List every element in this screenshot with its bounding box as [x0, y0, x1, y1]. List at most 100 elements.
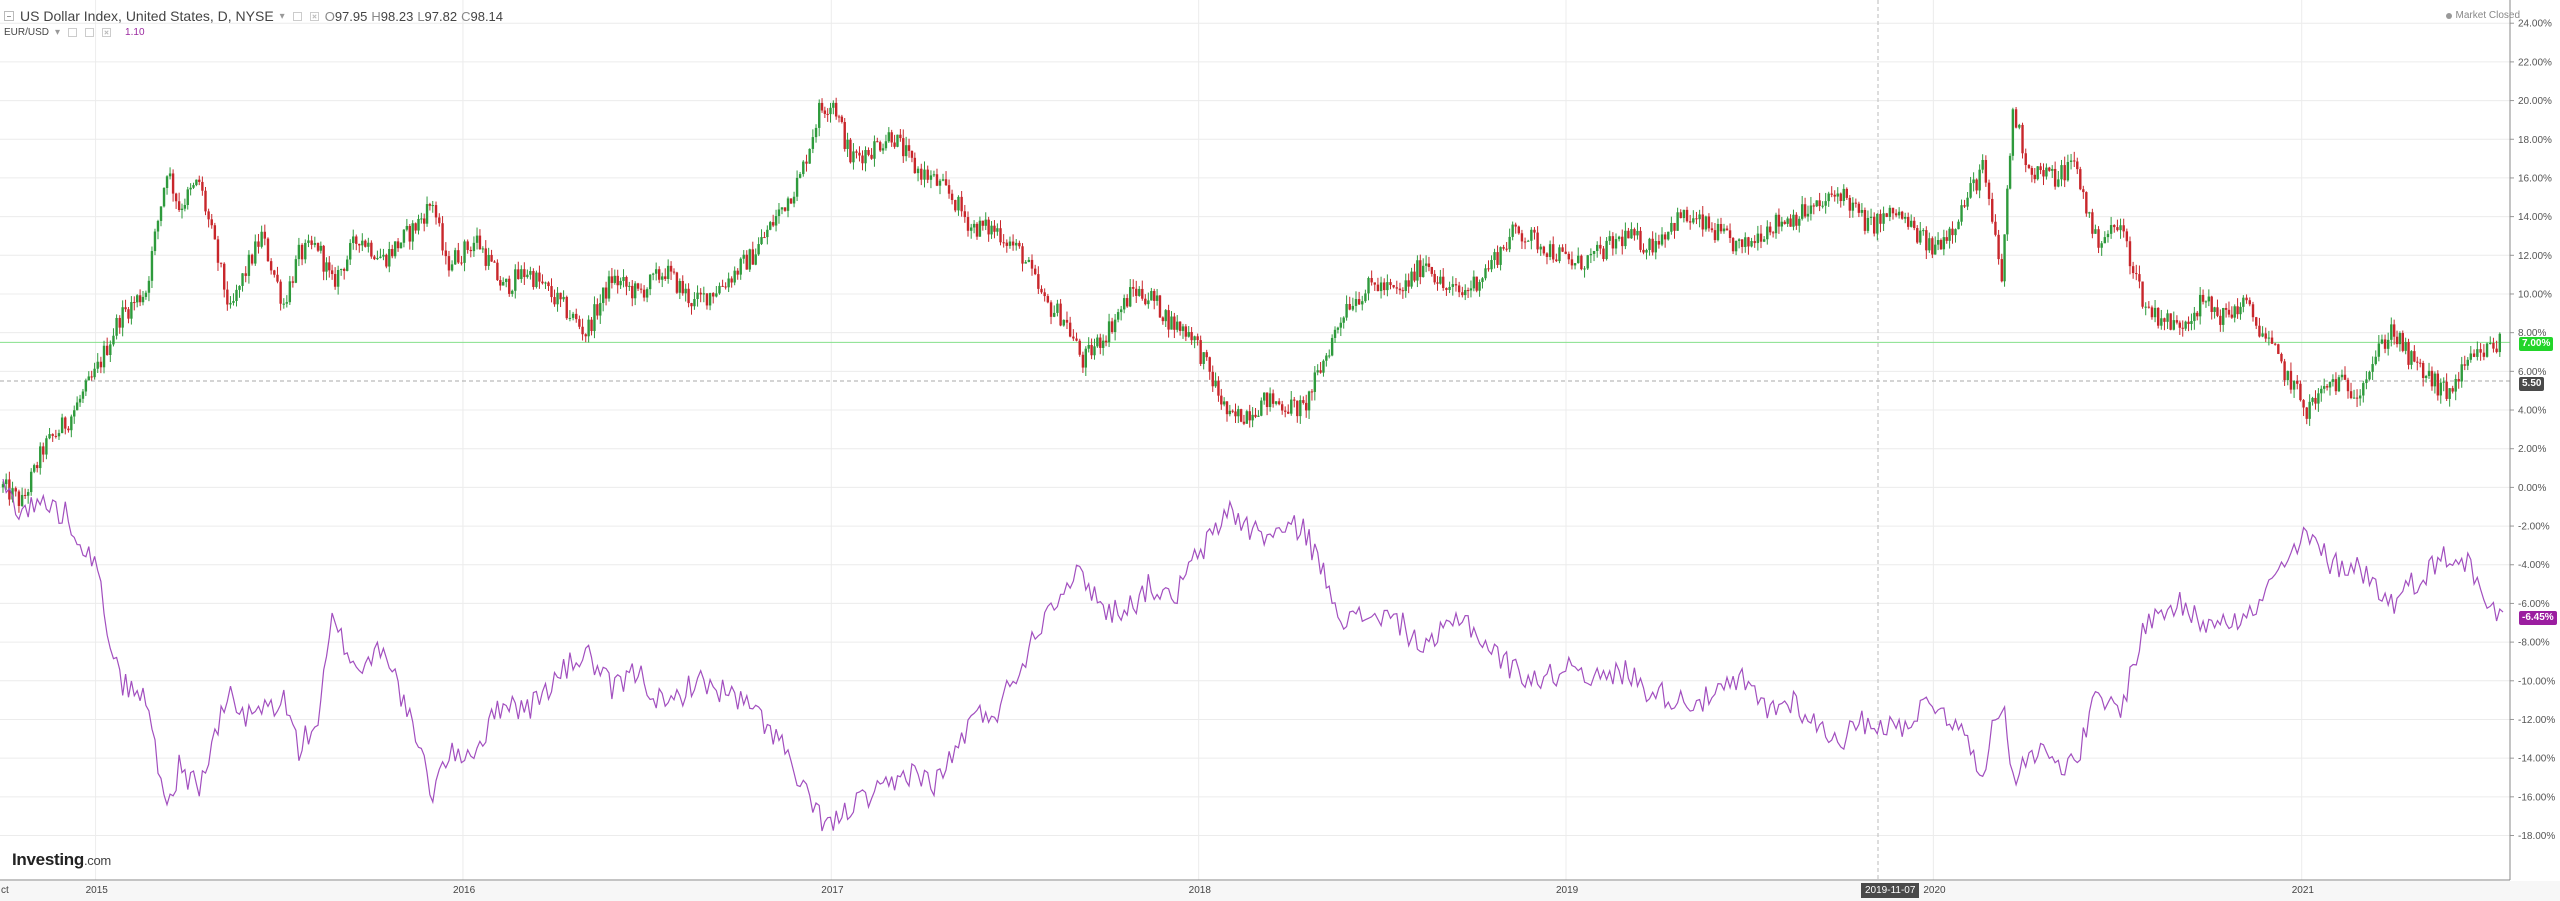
dxy-candle — [1225, 401, 1229, 422]
candle-body — [1299, 400, 1302, 417]
dxy-candle — [1624, 222, 1627, 250]
dxy-candle — [1922, 228, 1925, 236]
candle-body — [642, 289, 646, 298]
dxy-candle — [2498, 332, 2502, 357]
candle-body — [1586, 255, 1589, 269]
dxy-candle — [881, 143, 885, 155]
candle-body — [2472, 353, 2476, 357]
candle-body — [664, 276, 667, 279]
settings-square-icon[interactable] — [292, 11, 302, 21]
candle-body — [1701, 214, 1704, 230]
candle-body — [1605, 240, 1608, 260]
candle-body — [1928, 238, 1931, 251]
dxy-candle — [622, 269, 625, 288]
candle-body — [1508, 236, 1511, 250]
candle-body — [705, 293, 709, 306]
dxy-candle — [2060, 159, 2063, 187]
dxy-candle — [285, 295, 289, 308]
candle-body — [2109, 225, 2113, 234]
dxy-candle — [1903, 212, 1907, 224]
dxy-candle — [1442, 268, 1445, 291]
dxy-candle — [2008, 153, 2012, 190]
candle-body — [1293, 399, 1296, 401]
chevron-down-icon[interactable]: ▾ — [279, 10, 285, 22]
high-label: H — [371, 8, 381, 24]
candle-body — [2213, 307, 2216, 312]
dxy-candle — [666, 259, 670, 284]
dxy-candle — [820, 98, 824, 113]
candle-body — [1511, 224, 1514, 237]
dxy-candle — [417, 214, 420, 235]
candle-body — [1457, 285, 1461, 293]
dxy-candle — [1339, 317, 1343, 337]
candle-body — [2006, 188, 2009, 235]
dxy-candle — [654, 262, 658, 281]
candle-body — [1879, 213, 1882, 224]
candle-body — [195, 179, 198, 186]
dxy-candle — [2210, 295, 2213, 320]
dxy-candle — [2166, 309, 2169, 329]
candle-body — [297, 244, 301, 260]
dxy-candle — [14, 486, 17, 497]
candle-body — [1894, 213, 1898, 216]
candle-body — [1208, 357, 1211, 372]
candle-body — [601, 287, 605, 303]
dxy-candle — [1293, 396, 1296, 408]
candle-body — [1942, 237, 1946, 250]
candle-body — [2264, 333, 2267, 339]
dxy-candle — [1024, 260, 1027, 264]
candle-body — [1936, 240, 1940, 245]
dxy-candle — [2445, 373, 2448, 401]
dxy-candle — [1987, 179, 1991, 206]
overlay-legend: EUR/USD ▾ 1.10 — [4, 27, 145, 38]
dxy-candle — [966, 211, 970, 237]
candle-body — [1771, 232, 1775, 234]
dxy-candle — [514, 264, 517, 299]
dxy-candle — [1836, 187, 1839, 204]
dxy-candle — [633, 281, 637, 306]
dxy-candle — [1138, 286, 1141, 297]
overlay-close-icon[interactable] — [102, 28, 112, 37]
dxy-candle — [1766, 220, 1769, 245]
candle-body — [846, 139, 849, 149]
dxy-candle — [2485, 342, 2489, 358]
dxy-candle — [2079, 166, 2082, 191]
candle-body — [963, 211, 967, 218]
dxy-candle — [1144, 294, 1147, 306]
y-tick-label: -8.00% — [2518, 638, 2550, 649]
dxy-candle — [493, 260, 496, 263]
candle-body — [2377, 343, 2381, 357]
dxy-candle — [438, 213, 441, 227]
candle-body — [748, 249, 751, 270]
dxy-candle — [944, 171, 948, 186]
candle-body — [1475, 276, 1478, 291]
candle-body — [2395, 336, 2399, 345]
collapse-legend-icon[interactable] — [4, 11, 14, 21]
candle-body — [2442, 381, 2445, 383]
dxy-candle — [950, 189, 954, 205]
candle-body — [156, 220, 160, 232]
dxy-candle — [783, 207, 787, 212]
candle-body — [1242, 421, 1246, 424]
candle-body — [517, 269, 520, 280]
overlay-settings-icon[interactable] — [68, 28, 78, 37]
candle-body — [544, 282, 547, 284]
candle-body — [578, 319, 581, 327]
dxy-candle — [2097, 226, 2100, 254]
candle-body — [890, 132, 893, 143]
dxy-candle — [1713, 222, 1717, 243]
dxy-last-value-tag: 7.00% — [2519, 337, 2554, 351]
candle-body — [2419, 362, 2422, 364]
dxy-candle — [2305, 406, 2308, 425]
overlay-chevron-down-icon[interactable]: ▾ — [55, 27, 61, 38]
close-icon[interactable] — [309, 11, 319, 21]
candle-body — [96, 361, 99, 369]
candle-body — [2302, 400, 2305, 408]
dxy-candle — [1630, 222, 1633, 239]
dxy-candle — [2495, 340, 2498, 354]
overlay-hide-icon[interactable] — [85, 28, 95, 37]
dxy-candle — [269, 258, 273, 275]
dxy-candle — [2248, 297, 2251, 307]
candle-body — [1824, 201, 1827, 206]
